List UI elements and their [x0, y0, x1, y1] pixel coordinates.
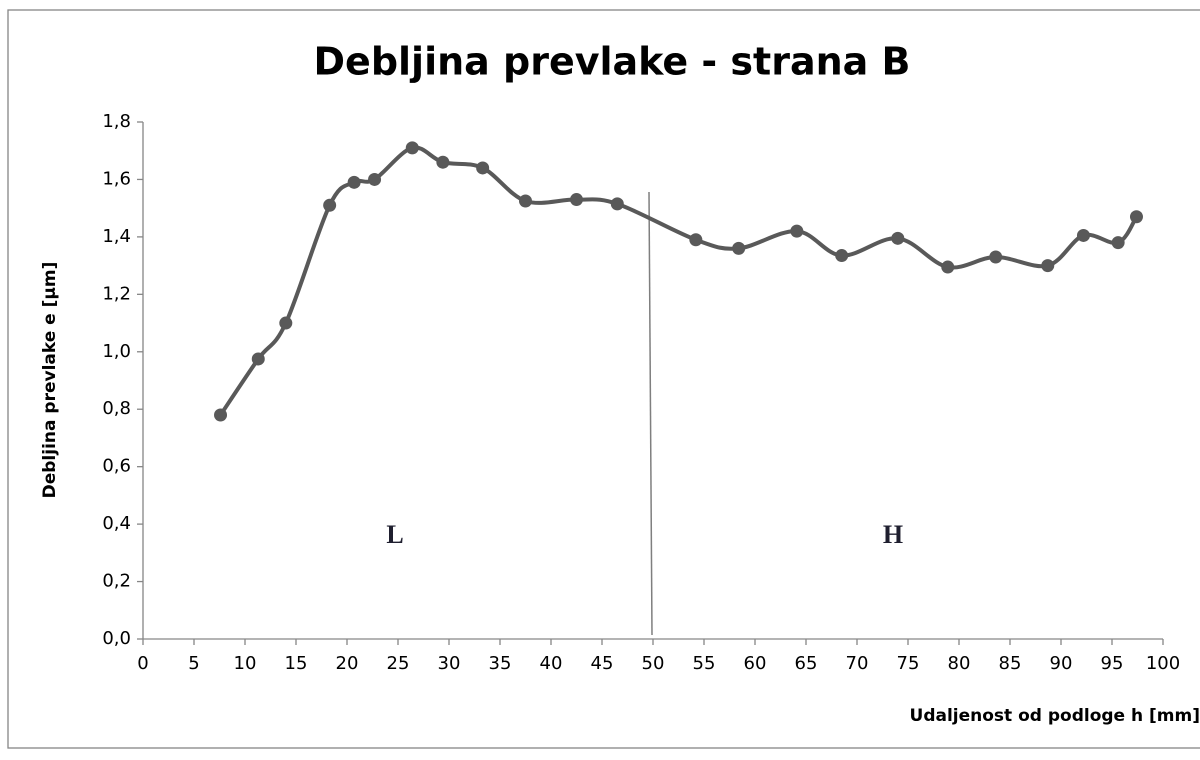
- x-tick-label: 35: [489, 653, 512, 674]
- data-point: [519, 194, 532, 208]
- data-point: [610, 197, 624, 211]
- data-point: [891, 231, 905, 245]
- data-point: [323, 198, 337, 212]
- y-axis-title: Debljina prevlake e [µm]: [40, 262, 60, 499]
- x-tick-label: 45: [591, 653, 614, 674]
- data-point: [476, 161, 490, 175]
- data-point: [1129, 210, 1143, 224]
- data-point: [570, 193, 583, 207]
- x-tick-label: 40: [540, 653, 563, 674]
- y-tick-label: 1,8: [102, 111, 131, 132]
- data-point: [732, 241, 746, 255]
- x-tick-label: 0: [137, 653, 148, 674]
- x-tick-label: 55: [693, 653, 716, 674]
- data-point: [214, 408, 228, 422]
- x-tick-label: 90: [1050, 653, 1073, 674]
- x-tick-label: 15: [285, 653, 308, 674]
- x-tick-label: 50: [642, 653, 665, 674]
- y-tick-label: 0,4: [102, 513, 131, 534]
- y-tick-label: 1,6: [102, 168, 131, 189]
- data-point: [251, 352, 265, 366]
- y-tick-label: 0,0: [102, 628, 131, 649]
- y-tick-label: 1,0: [102, 341, 131, 362]
- x-tick-label: 20: [336, 653, 359, 674]
- x-tick-label: 30: [438, 653, 461, 674]
- y-tick-label: 0,6: [102, 456, 131, 477]
- x-tick-label: 100: [1146, 653, 1180, 674]
- data-point: [790, 224, 804, 238]
- chart-frame: [7, 9, 1200, 749]
- x-tick-label: 60: [744, 653, 767, 674]
- x-tick-label: 80: [948, 653, 971, 674]
- y-tick-label: 0,2: [102, 571, 131, 592]
- data-point: [1076, 228, 1090, 242]
- data-point: [941, 260, 955, 274]
- x-tick-label: 95: [1101, 653, 1124, 674]
- x-tick-label: 65: [795, 653, 818, 674]
- data-point: [347, 175, 361, 189]
- data-point: [368, 172, 382, 186]
- y-tick-label: 0,8: [102, 398, 131, 419]
- data-point: [689, 233, 703, 247]
- x-tick-label: 70: [846, 653, 869, 674]
- x-axis-title: Udaljenost od podloge h [mm]: [910, 706, 1200, 726]
- y-tick-label: 1,2: [102, 283, 131, 304]
- chart-title: Debljina prevlake - strana B: [314, 40, 911, 84]
- data-point: [405, 141, 419, 155]
- x-tick-label: 75: [897, 653, 920, 674]
- x-tick-label: 5: [188, 653, 199, 674]
- x-tick-label: 25: [387, 653, 410, 674]
- data-point: [279, 316, 293, 330]
- data-point: [436, 155, 450, 169]
- annotation: L: [386, 520, 403, 549]
- x-tick-label: 10: [234, 653, 257, 674]
- data-point: [1041, 259, 1055, 273]
- data-point: [1111, 236, 1125, 250]
- x-tick-label: 85: [999, 653, 1022, 674]
- data-point: [989, 250, 1003, 264]
- divider-line: [648, 191, 653, 636]
- y-tick-label: 1,4: [102, 226, 131, 247]
- annotation: H: [883, 520, 903, 549]
- data-point: [835, 249, 849, 263]
